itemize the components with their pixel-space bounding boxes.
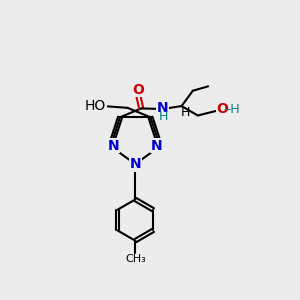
- Text: CH₃: CH₃: [125, 254, 146, 264]
- Text: O: O: [132, 82, 144, 97]
- Text: N: N: [130, 157, 141, 171]
- Text: H: H: [159, 110, 168, 123]
- Text: –H: –H: [224, 103, 240, 116]
- Text: H: H: [180, 106, 190, 119]
- Text: N: N: [108, 139, 119, 153]
- Text: O: O: [217, 102, 229, 116]
- Text: N: N: [151, 139, 163, 153]
- Text: N: N: [157, 101, 168, 115]
- Text: HO: HO: [85, 99, 106, 113]
